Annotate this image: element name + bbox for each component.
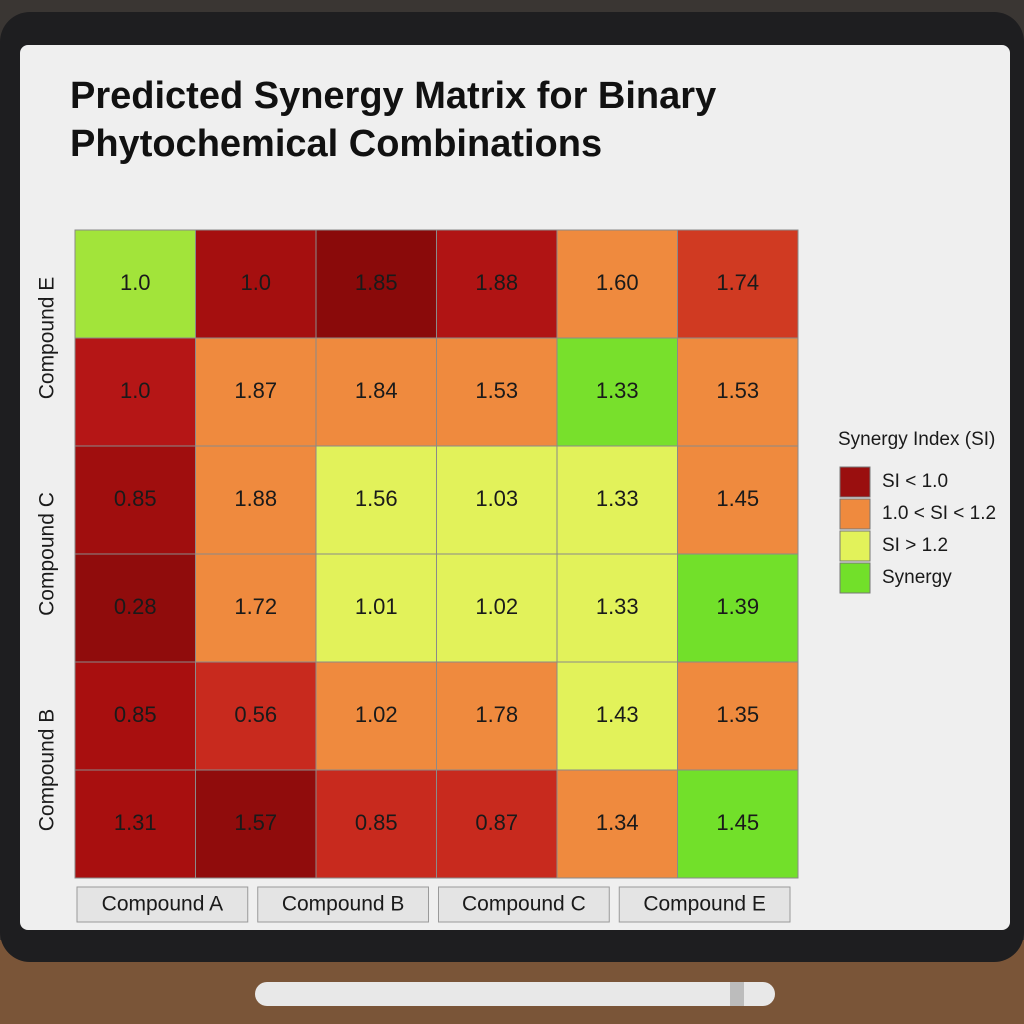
chart-title: Predicted Synergy Matrix for Binary Phyt… [70, 75, 717, 165]
y-axis-label: Compound B [36, 709, 59, 832]
heatmap-cell [677, 769, 799, 879]
cell-label: 1.45 [716, 486, 759, 511]
legend-swatch [839, 530, 871, 562]
heatmap-cell [195, 553, 317, 663]
cell-label: 1.84 [355, 378, 398, 403]
heatmap-cell [74, 553, 196, 663]
heatmap-cell [195, 769, 317, 879]
heatmap-cell [436, 769, 558, 879]
legend-title: Synergy Index (SI) [838, 429, 995, 450]
heatmap-cell [74, 769, 196, 879]
heatmap-cell [436, 337, 558, 447]
heatmap-cell [315, 229, 437, 339]
cell-label: 1.02 [355, 702, 398, 727]
cell-label: 1.53 [475, 378, 518, 403]
cell-label: 0.85 [355, 810, 398, 835]
x-label-button [76, 886, 249, 923]
cell-label: 1.35 [716, 702, 759, 727]
heatmap-cell [74, 337, 196, 447]
heatmap-cell [556, 229, 678, 339]
legend-label: 1.0 < SI < 1.2 [882, 503, 996, 524]
legend-label: Synergy [882, 567, 952, 588]
heatmap-cell [436, 661, 558, 771]
cell-label: 1.31 [114, 810, 157, 835]
heatmap-cell [677, 553, 799, 663]
x-axis-label: Compound E [643, 893, 766, 916]
cell-label: 1.0 [120, 270, 151, 295]
pencil [255, 982, 775, 1006]
x-axis-label: Compound B [282, 893, 405, 916]
heatmap-cell [556, 337, 678, 447]
cell-label: 1.72 [234, 594, 277, 619]
cell-label: 1.02 [475, 594, 518, 619]
cell-label: 1.43 [596, 702, 639, 727]
heatmap-cell [556, 769, 678, 879]
cell-label: 1.33 [596, 486, 639, 511]
cell-label: 1.85 [355, 270, 398, 295]
y-axis-label: Compound E [36, 277, 59, 400]
cell-label: 1.56 [355, 486, 398, 511]
cell-label: 1.87 [234, 378, 277, 403]
pencil-band [730, 982, 744, 1006]
x-axis-label: Compound A [102, 893, 223, 916]
cell-label: 1.57 [234, 810, 277, 835]
cell-label: 0.85 [114, 486, 157, 511]
cell-label: 1.33 [596, 594, 639, 619]
heatmap-cell [315, 337, 437, 447]
legend-swatch [839, 466, 871, 498]
heatmap-cell [556, 553, 678, 663]
heatmap-cell [556, 445, 678, 555]
heatmap-cell [677, 337, 799, 447]
cell-label: 1.88 [234, 486, 277, 511]
cell-label: 1.01 [355, 594, 398, 619]
x-axis-label: Compound C [462, 893, 586, 916]
heatmap-cell [315, 445, 437, 555]
cell-label: 1.78 [475, 702, 518, 727]
cell-label: 0.85 [114, 702, 157, 727]
cell-label: 1.0 [120, 378, 151, 403]
heatmap-cell [556, 661, 678, 771]
cell-label: 1.53 [716, 378, 759, 403]
legend-swatch [839, 498, 871, 530]
cell-label: 1.39 [716, 594, 759, 619]
cell-label: 1.34 [596, 810, 639, 835]
heatmap-cell [195, 661, 317, 771]
cell-label: 1.74 [716, 270, 759, 295]
legend-swatch [839, 562, 871, 594]
heatmap-cell [315, 553, 437, 663]
cell-label: 1.45 [716, 810, 759, 835]
cell-label: 1.88 [475, 270, 518, 295]
legend-label: SI < 1.0 [882, 471, 948, 492]
heatmap-cell [677, 661, 799, 771]
heatmap-cell [195, 229, 317, 339]
cell-label: 1.03 [475, 486, 518, 511]
cell-label: 0.56 [234, 702, 277, 727]
cell-label: 0.28 [114, 594, 157, 619]
cell-label: 1.60 [596, 270, 639, 295]
heatmap-cell [74, 445, 196, 555]
x-label-button [257, 886, 429, 923]
x-label-button [618, 886, 791, 923]
heatmap: 1.0 1.0 1.85 1.88 1.60 1.74 1.0 1.87 1.84 1.53 1.3… [36, 229, 996, 923]
heatmap-cell [436, 553, 558, 663]
cell-label: 0.87 [475, 810, 518, 835]
cell-label: 1.0 [240, 270, 271, 295]
heatmap-cell [195, 337, 317, 447]
heatmap-cell [195, 445, 317, 555]
y-axis-label: Compound C [36, 492, 59, 616]
heatmap-cell [436, 229, 558, 339]
legend-label: SI > 1.2 [882, 535, 948, 556]
x-label-button [438, 886, 610, 923]
cell-label: 1.33 [596, 378, 639, 403]
